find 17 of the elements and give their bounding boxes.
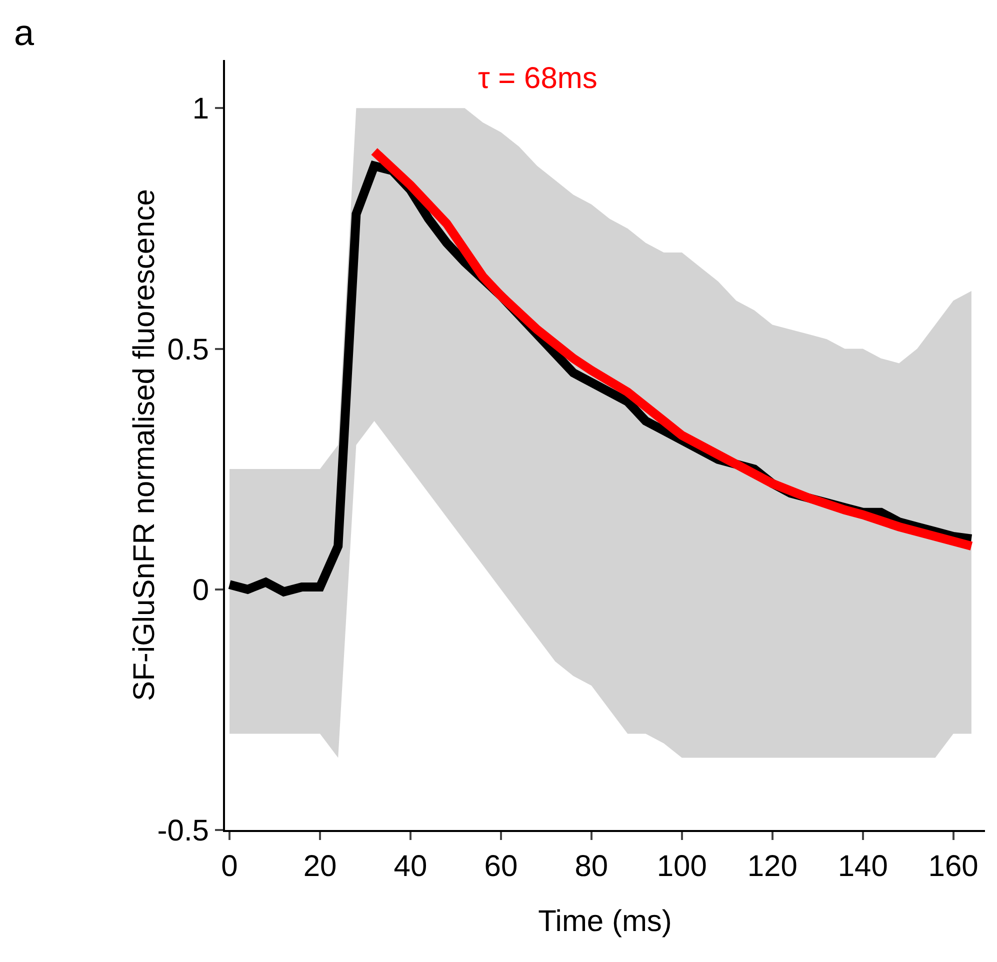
text: a [14,12,35,53]
y-tick-label: 0 [192,574,209,607]
y-tick-label: 1 [192,92,209,126]
text: τ = 68ms [478,62,598,95]
x-tick-label: 60 [484,850,518,883]
x-tick-label: 100 [656,850,707,883]
y-tick-label: -0.5 [157,814,209,848]
x-axis-title: Time (ms) [538,905,672,938]
x-tick-label: 80 [574,850,608,883]
x-tick-label: 40 [394,850,428,883]
x-tick-label: 160 [928,850,978,883]
y-axis-title: SF-iGluSnFR normalised fluorescence [128,189,161,701]
x-tick-label: 140 [838,850,888,883]
x-tick-label: 20 [303,850,337,883]
x-tick-label: 0 [221,850,238,883]
x-tick-label: 120 [747,850,798,883]
y-tick-label: 0.5 [167,333,209,366]
